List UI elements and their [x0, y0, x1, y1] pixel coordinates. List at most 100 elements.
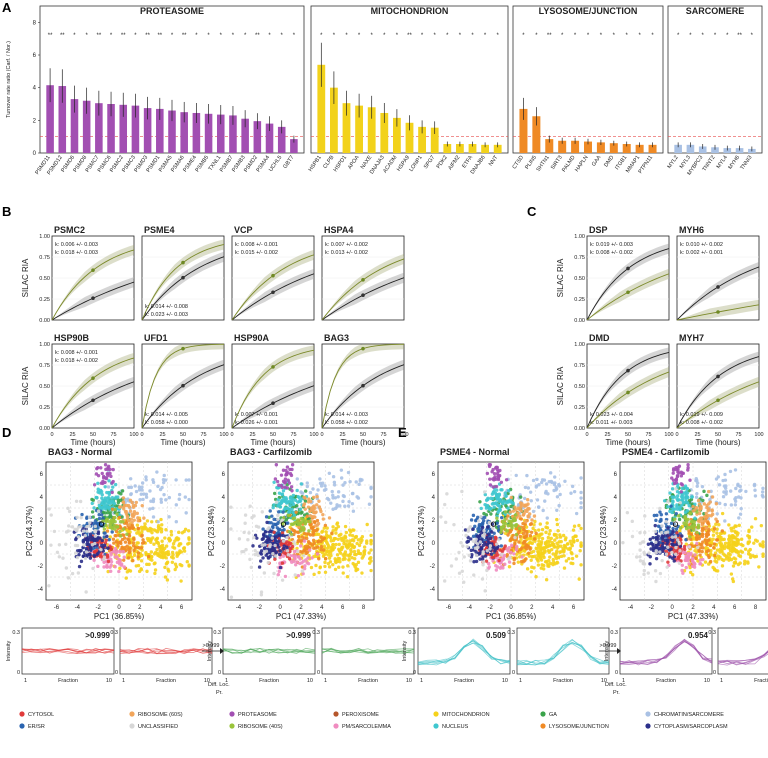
pca-point	[306, 556, 310, 560]
pca-point	[354, 480, 358, 484]
pca-point	[495, 467, 500, 472]
pca-point	[101, 516, 105, 521]
carfilzomib-point	[91, 376, 95, 380]
pca-point	[675, 503, 679, 507]
pca-point	[704, 511, 708, 516]
pca-point	[294, 563, 298, 567]
pca-point	[319, 539, 323, 544]
a-significance: *	[714, 33, 717, 39]
pca-point	[305, 481, 309, 485]
pca-point	[508, 519, 513, 524]
pca-point	[537, 528, 541, 532]
pca-point	[494, 501, 498, 505]
b-xtick: 25	[339, 432, 345, 438]
pca-point	[97, 513, 101, 517]
pca-point	[292, 540, 296, 544]
pca-point	[297, 499, 302, 503]
pca-point	[526, 502, 530, 506]
c-xtick: 50	[625, 432, 631, 438]
b-k-normal: k: 0.008 +/- 0.001	[235, 242, 278, 248]
pca-point	[164, 544, 169, 548]
pca-point	[688, 570, 693, 575]
pca-point	[712, 527, 717, 531]
a-bar	[329, 87, 338, 153]
pca-point	[76, 571, 81, 575]
pca-point	[675, 538, 680, 542]
pca-point	[714, 502, 719, 506]
pca-point	[367, 561, 372, 565]
pca-point	[268, 509, 272, 513]
pca-point	[290, 467, 294, 472]
pca-point	[144, 478, 148, 482]
pca-point	[90, 497, 94, 502]
pca-point	[263, 530, 268, 534]
a-bar	[131, 105, 140, 153]
pca-point	[482, 529, 486, 533]
pca-point	[666, 505, 670, 509]
pca-point	[271, 551, 275, 556]
a-significance: *	[345, 33, 348, 39]
pca-point	[670, 487, 675, 491]
pca-point	[335, 522, 339, 526]
carfilzomib-point	[716, 310, 720, 314]
pca-point	[493, 549, 497, 553]
pca-point	[319, 484, 324, 488]
pca-point	[734, 524, 738, 528]
pca-point	[275, 479, 280, 484]
pca-point	[102, 527, 107, 531]
pca-point	[327, 516, 332, 520]
pca-point	[575, 538, 580, 543]
pca-point	[306, 532, 311, 536]
pca-point	[111, 549, 115, 554]
pca-point	[553, 538, 557, 542]
pca-point	[506, 506, 510, 510]
pca-point	[293, 557, 297, 561]
pca-point	[546, 548, 550, 553]
pca-point	[52, 529, 57, 534]
pca-point	[128, 477, 133, 481]
pca-point	[481, 519, 486, 523]
pca-point	[486, 525, 490, 529]
pca-point	[684, 493, 688, 497]
pca-point	[722, 484, 727, 488]
b-plot-title: UFD1	[144, 333, 168, 343]
pca-point	[676, 555, 681, 559]
pca-point	[187, 478, 191, 482]
pca-point	[698, 553, 702, 557]
pca-point	[515, 552, 519, 556]
pca-point	[296, 534, 301, 539]
pca-point	[695, 541, 699, 546]
pca-point	[721, 495, 726, 499]
pca-point	[103, 476, 108, 480]
pca-point	[548, 471, 553, 475]
pca-point	[746, 561, 750, 565]
pca-point	[271, 505, 275, 510]
pca-point	[64, 566, 69, 570]
pca-point	[145, 569, 149, 574]
pca-ytick: -2	[612, 564, 618, 570]
carfilzomib-point	[626, 390, 630, 395]
pca-point	[117, 557, 121, 562]
pca-point	[75, 555, 80, 560]
pca-point	[326, 553, 330, 557]
pca-point	[566, 542, 570, 546]
pca-point	[299, 544, 303, 548]
pca-point	[686, 468, 690, 472]
pca-point	[514, 547, 519, 552]
a-bar	[342, 103, 351, 153]
pca-point	[97, 516, 102, 521]
pca-point	[156, 523, 161, 528]
pca-point	[533, 528, 537, 533]
pca-point	[91, 546, 96, 551]
pca-point	[643, 552, 647, 557]
pca-point	[290, 463, 295, 467]
pca-point	[154, 538, 158, 542]
carfilzomib-point	[361, 278, 365, 282]
legend-label: UNCLASSIFIED	[138, 724, 178, 730]
pca-xtick: -2	[257, 605, 263, 611]
pca-point	[694, 506, 699, 510]
a-significance: *	[195, 33, 198, 39]
pca-point	[322, 548, 326, 552]
b-k-normal: k: 0.008 +/- 0.001	[55, 350, 98, 356]
pca-point	[126, 503, 131, 508]
